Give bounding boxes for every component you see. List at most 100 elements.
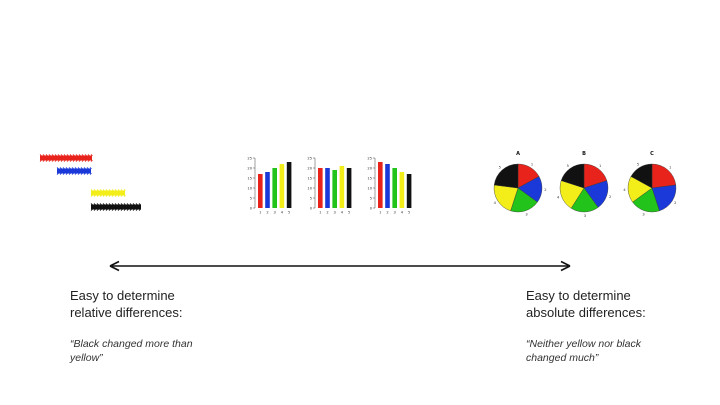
pie-chart-a: A 1 2 3 4 5 [493,151,547,216]
y-tick-label: 25 [247,156,252,160]
pie-slice-label: 2 [674,201,676,205]
horizontal-bars-chart [39,154,141,211]
x-tick-label: 5 [348,211,350,215]
pie-slice-label: 1 [531,163,533,167]
bar-red [378,162,383,208]
bar-yellow [339,166,345,208]
bar-black [346,168,352,208]
pie-chart-b: B 1 2 3 4 5 [557,151,611,218]
y-tick-label: 10 [307,186,312,190]
pie-slice-label: 1 [669,166,671,170]
right-caption-line1: Easy to determine [526,288,631,303]
y-tick-label: 25 [307,156,312,160]
bar-black [286,162,292,208]
pie-slice-yellow [493,184,519,212]
y-tick-label: 20 [247,166,252,170]
x-tick-label: 2 [386,211,388,215]
y-tick-label: 10 [367,186,372,190]
horizontal-bar-red [40,155,92,161]
horizontal-bar-texture-black [90,203,141,211]
x-tick-label: 5 [408,211,410,215]
horizontal-bar-texture-blue [56,167,92,175]
left-caption-line1: Easy to determine [70,288,175,303]
pie-chart-c: C 1 2 3 4 5 [623,151,677,216]
pie-slice-label: 4 [557,196,560,200]
arrow-head-left [109,260,120,272]
x-tick-label: 2 [326,211,328,215]
pie-slice-label: 4 [494,201,497,205]
horizontal-bar-black [91,204,141,210]
bar-blue [325,168,330,208]
y-tick-label: 5 [370,196,372,200]
pie-slice-label: 2 [609,195,611,199]
pie-title: A [516,151,520,157]
horizontal-bar-texture-red [39,154,93,162]
left-quote-line2: yellow” [70,352,103,364]
bar-green [392,168,397,208]
y-tick-label: 15 [307,176,312,180]
pie-slice-label: 3 [584,214,586,218]
right-quote-line2: changed much” [526,352,599,364]
y-tick-label: 0 [370,206,373,210]
bar-yellow [279,164,285,208]
pie-slice-red [651,163,677,189]
x-tick-label: 1 [379,211,381,215]
pie-title: B [582,151,586,157]
y-tick-label: 5 [310,196,312,200]
pie-slice-label: 2 [544,188,546,192]
bar-yellow [399,172,405,208]
pie-slice-label: 5 [499,166,501,170]
pie-slice-black [560,163,585,189]
horizontal-bar-blue [57,168,91,174]
pie-slice-label: 1 [599,164,601,168]
y-tick-label: 15 [247,176,252,180]
pie-slice-black [493,163,519,189]
x-tick-label: 2 [266,211,268,215]
left-quote-line1: “Black changed more than [70,338,193,350]
x-tick-label: 1 [259,211,261,215]
y-tick-label: 0 [310,206,313,210]
y-tick-label: 20 [307,166,312,170]
x-tick-label: 3 [394,211,396,215]
x-tick-label: 3 [274,211,276,215]
x-tick-label: 1 [319,211,321,215]
horizontal-bar-texture-yellow [90,189,126,197]
y-tick-label: 5 [250,196,252,200]
left-caption: Easy to determine relative differences: [70,287,183,321]
right-caption-line2: absolute differences: [526,305,646,320]
left-caption-line2: relative differences: [70,305,183,320]
pie-slice-label: 3 [642,212,644,216]
left-quote: “Black changed more than yellow” [70,337,193,365]
bar-red [258,174,263,208]
x-tick-label: 3 [334,211,336,215]
x-tick-label: 4 [281,211,284,215]
bar-blue [385,164,390,208]
y-tick-label: 25 [367,156,372,160]
y-tick-label: 20 [367,166,372,170]
right-quote: “Neither yellow nor black changed much” [526,337,641,365]
y-tick-label: 0 [250,206,253,210]
y-tick-label: 10 [247,186,252,190]
pie-slice-label: 4 [623,188,626,192]
pie-slice-label: 5 [567,164,569,168]
y-tick-label: 15 [367,176,372,180]
bar-green [272,168,277,208]
pie-slice-label: 5 [637,163,639,167]
bar-blue [265,172,270,208]
pie-slice-label: 3 [525,212,527,216]
right-caption: Easy to determine absolute differences: [526,287,646,321]
pie-title: C [650,151,654,157]
arrow-head-right [560,260,571,272]
right-quote-line1: “Neither yellow nor black [526,338,641,350]
pie-slice-black [630,163,653,189]
double-headed-arrow [109,260,571,272]
bar-red [318,168,323,208]
x-tick-label: 4 [341,211,344,215]
x-tick-label: 5 [288,211,290,215]
horizontal-bar-yellow [91,190,125,196]
pie-slice-blue [651,184,677,212]
bar-green [332,170,337,208]
